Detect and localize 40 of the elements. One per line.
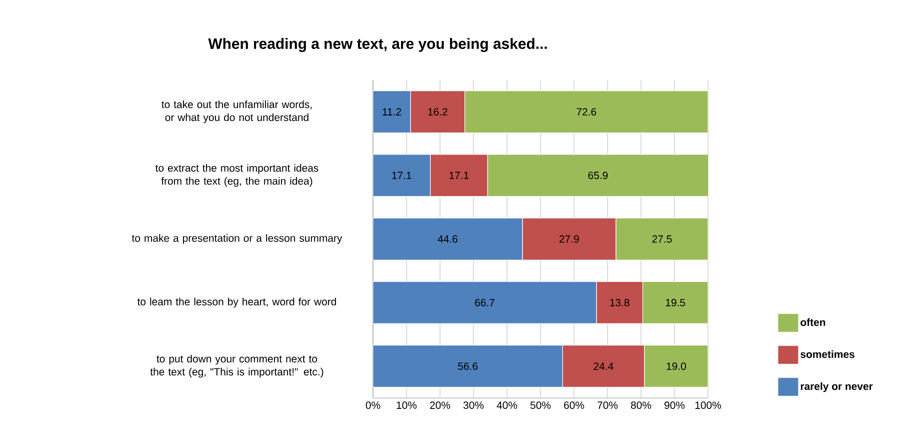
x-tick-label: 50% [530,402,551,409]
y-tick-label: to make a presentation or a lesson summary [132,234,342,244]
data-label: 17.1 [392,172,412,179]
data-label: 13.8 [610,298,630,306]
bar [373,154,431,197]
data-label: 24.4 [594,362,614,370]
data-label: 11.2 [382,108,402,116]
legend-label: sometimes [800,350,854,358]
y-tick-label: to take out the unfamiliar words, or what you do not understand [162,100,312,124]
y-tick-label: to extract the most important ideas from the text (eg, the main idea) [155,164,318,187]
data-label: 19.5 [666,298,686,306]
data-label: 56.6 [458,362,478,370]
x-tick-label: 10% [396,402,417,409]
x-tick-label: 40% [496,402,518,409]
legend-label: rarely or never [800,382,873,392]
bar [373,281,597,324]
x-tick-label: 70% [598,402,618,409]
x-tick-label: 30% [463,402,484,409]
data-label: 27.5 [652,235,672,243]
data-label: 66.7 [475,298,494,306]
chart-title: When reading a new text, are you being asked... [208,38,547,52]
legend-label: often [800,318,826,326]
x-tick-label: 80% [630,402,652,409]
y-tick-label: to leam the lesson by heart, word for word [137,298,336,308]
bar [373,90,411,134]
data-label: 19.0 [666,362,686,370]
x-tick-label: 60% [564,402,584,409]
bar [373,218,523,260]
bar [373,344,563,388]
data-label: 27.9 [560,235,579,243]
x-tick-label: 90% [664,402,685,409]
x-tick-label: 0% [366,402,380,409]
x-tick-label: 20% [430,402,450,409]
data-label: 65.9 [588,172,608,180]
data-label: 72.6 [576,108,596,116]
y-tick-label: to put down your comment next to the text (eg, "This is important!" etc.) [150,354,324,378]
data-label: 44.6 [438,235,458,243]
data-label: 17.1 [450,172,469,179]
x-tick-label: 100% [695,402,721,409]
data-label: 16.2 [428,108,448,116]
